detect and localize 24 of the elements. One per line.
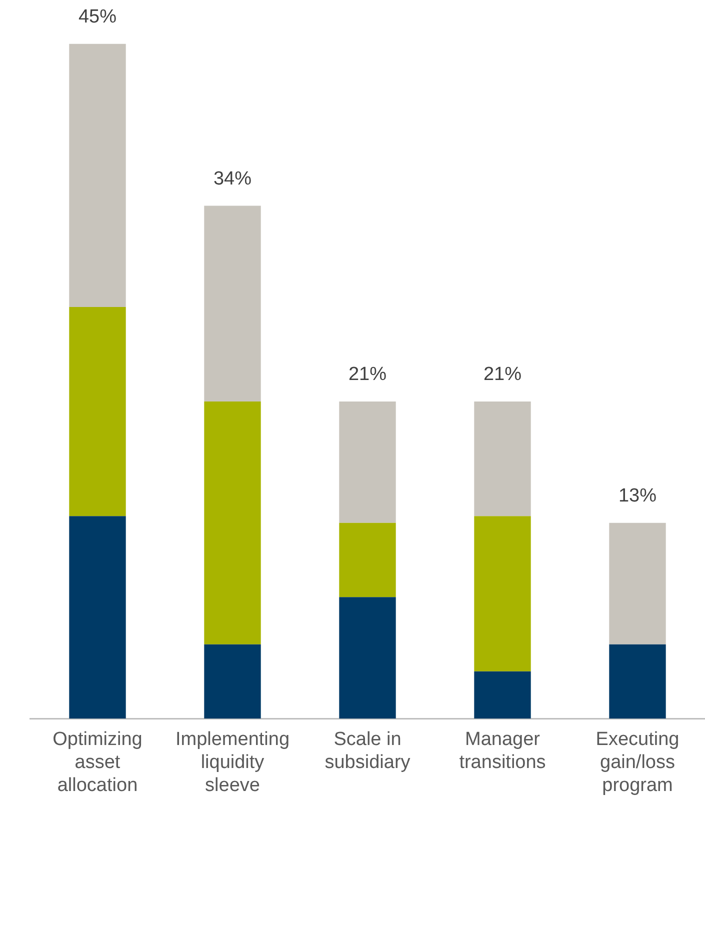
x-tick-label: Optimizing asset allocation: [52, 729, 142, 796]
bar: [69, 44, 126, 308]
bar: [474, 401, 531, 516]
bar: [474, 516, 531, 672]
bar: [474, 671, 531, 719]
bar: [69, 516, 126, 719]
bar: [339, 522, 396, 598]
bar: [69, 307, 126, 516]
bar: [339, 597, 396, 719]
annotation: 21%: [348, 364, 387, 386]
bar: [609, 522, 666, 644]
bar: [204, 644, 261, 719]
annotation: 34%: [213, 168, 252, 190]
x-tick-label: Executing gain/loss program: [596, 729, 680, 796]
bar: [204, 401, 261, 644]
bar: [339, 401, 396, 523]
x-tick-label: Manager transitions: [459, 729, 546, 774]
x-tick-label: Implementing liquidity sleeve: [175, 729, 290, 796]
x-tick-label: Scale in subsidiary: [324, 729, 411, 774]
annotation: 45%: [78, 6, 117, 28]
bar: [204, 206, 261, 402]
annotation: 21%: [483, 364, 522, 386]
annotation: 13%: [618, 486, 657, 507]
bar: [609, 644, 666, 719]
